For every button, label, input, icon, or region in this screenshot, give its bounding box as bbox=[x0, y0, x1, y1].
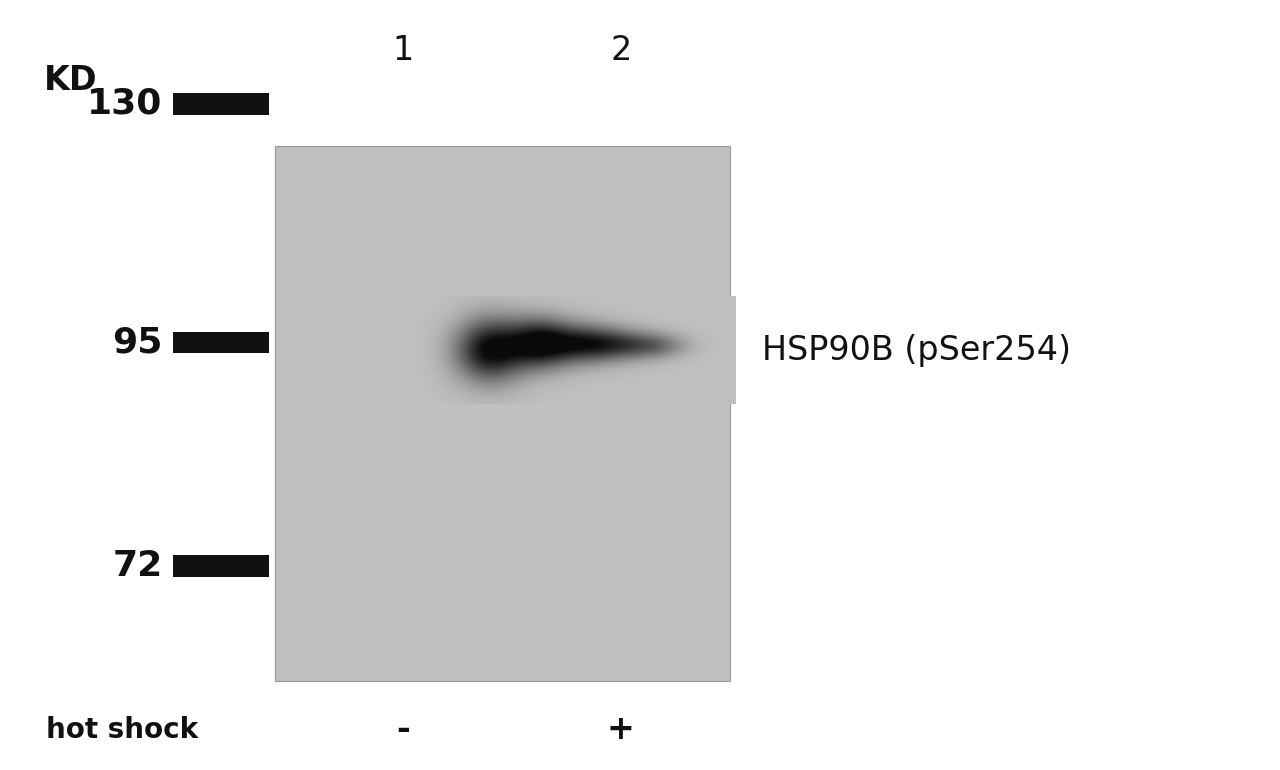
Bar bbox=[275, 146, 730, 681]
Bar bbox=[173, 332, 269, 353]
Text: KD: KD bbox=[44, 65, 97, 97]
Text: +: + bbox=[607, 714, 635, 746]
Text: -: - bbox=[397, 714, 410, 746]
Text: 95: 95 bbox=[113, 326, 163, 360]
Text: hot shock: hot shock bbox=[46, 716, 197, 744]
Text: 130: 130 bbox=[87, 87, 163, 121]
Text: 72: 72 bbox=[113, 549, 163, 583]
Text: 1: 1 bbox=[393, 34, 413, 66]
Text: HSP90B (pSer254): HSP90B (pSer254) bbox=[762, 334, 1070, 367]
Text: 2: 2 bbox=[611, 34, 631, 66]
Bar bbox=[173, 93, 269, 115]
Bar bbox=[173, 555, 269, 577]
